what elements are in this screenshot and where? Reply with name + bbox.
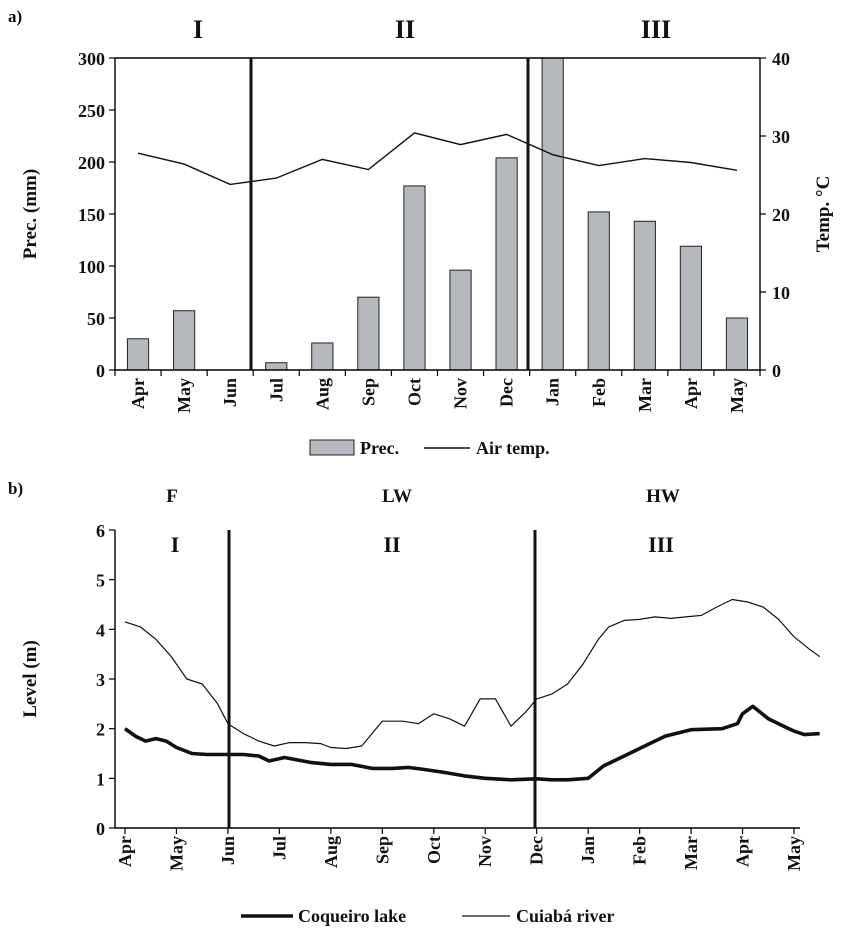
panel-b-y-tick-label: 2: [96, 720, 105, 740]
precipitation-bar-dec: [495, 157, 518, 371]
legend-label-cuiaba-river: Cuiabá river: [516, 906, 615, 926]
panel-a-x-ticks: Apr May Jun Jul Aug Sep Oct Nov Dec Jan Feb Mar Apr M…: [114, 370, 761, 413]
panel-a-y-tick-label: 250: [78, 101, 105, 121]
panel-a-label: a): [8, 7, 22, 26]
panel-b-x-tick-label: Nov: [475, 836, 495, 867]
panel-a-y2-tick-label: 10: [772, 283, 790, 303]
panel-b-x-tick-label: Jul: [269, 836, 289, 860]
panel-a-x-tick-label: Oct: [405, 378, 425, 406]
panel-b-x-tick-label: Apr: [733, 836, 753, 867]
panel-b-water-level-chart: b) F LW HW I II III 0 1 2 3 4 5 6 Apr May Jun Jul…: [8, 479, 821, 926]
precipitation-bar-oct: [403, 185, 426, 371]
panel-a-legend: Prec. Air temp.: [309, 438, 550, 458]
panel-b-phase-top-2-label: LW: [382, 486, 412, 507]
panel-b-y-tick-label: 5: [96, 571, 105, 591]
panel-b-x-tick-label: Dec: [527, 836, 547, 865]
panel-b-x-tick-label: Jan: [578, 836, 598, 864]
precipitation-bar-may: [725, 317, 749, 371]
legend-swatch-prec: [309, 439, 355, 456]
panel-a-phase-2-label: II: [395, 15, 415, 44]
legend-label-coqueiro-lake: Coqueiro lake: [298, 906, 406, 926]
panel-a-y-tick-label: 100: [78, 257, 105, 277]
panel-a-x-tick-label: Mar: [635, 378, 655, 412]
panel-a-y-tick-label: 200: [78, 153, 105, 173]
panel-a-phase-3-label: III: [641, 15, 671, 44]
panel-a-y-tick-label: 150: [78, 205, 105, 225]
precipitation-bar-may: [173, 310, 196, 371]
legend-label-prec: Prec.: [360, 438, 399, 458]
panel-a-x-tick-label: Jul: [266, 378, 286, 402]
panel-a-x-tick-label: Sep: [358, 378, 378, 406]
panel-b-x-ticks: Apr May Jun Jul Aug Sep Oct Nov Dec Jan Feb Mar Apr M…: [115, 828, 804, 871]
precipitation-bar-jan: [541, 57, 564, 371]
panel-b-y-tick-label: 3: [96, 670, 105, 690]
panel-b-x-tick-label: Sep: [372, 836, 392, 864]
panel-a-x-tick-label: Aug: [312, 378, 332, 410]
panel-a-y-ticks: 0 50 100 150 200 250 300: [78, 49, 115, 381]
panel-b-x-tick-label: Oct: [424, 836, 444, 864]
panel-b-label: b): [8, 479, 23, 498]
panel-a-y-axis-label: Prec. (mm): [20, 169, 41, 259]
cuiaba-river-line: [124, 598, 821, 750]
panel-a-precipitation-temperature-chart: a) I II III 0 50 100 150 200 250 300 0 10 20 30 40…: [8, 7, 834, 458]
panel-a-y2-axis-label: Temp. °C: [813, 176, 834, 253]
panel-b-phase-1-label: I: [171, 532, 180, 557]
legend-label-air-temp: Air temp.: [476, 438, 550, 458]
coqueiro-lake-line: [123, 704, 820, 782]
panel-a-y2-tick-label: 20: [772, 205, 790, 225]
precipitation-bars: [126, 57, 749, 371]
panel-a-y2-tick-label: 40: [772, 49, 790, 69]
panel-a-x-tick-label: Dec: [497, 378, 517, 407]
panel-a-y-tick-label: 300: [78, 49, 105, 69]
panel-a-x-tick-label: May: [174, 378, 194, 413]
panel-b-phase-top-3-label: HW: [646, 486, 680, 507]
precipitation-bar-aug: [311, 342, 334, 371]
panel-b-x-tick-label: Mar: [681, 836, 701, 870]
panel-b-y-tick-label: 0: [96, 819, 105, 839]
panel-b-phase-3-label: III: [648, 532, 674, 557]
panel-b-legend: Coqueiro lake Cuiabá river: [241, 906, 615, 926]
precipitation-bar-mar: [633, 220, 656, 371]
panel-a-phase-1-label: I: [193, 15, 203, 44]
precipitation-bar-apr: [679, 245, 702, 371]
panel-a-x-tick-label: Jan: [543, 378, 563, 406]
panel-b-y-ticks: 0 1 2 3 4 5 6: [96, 521, 115, 839]
panel-b-x-tick-label: May: [167, 836, 187, 871]
precipitation-bar-sep: [357, 296, 380, 371]
air-temperature-line: [137, 132, 738, 186]
panel-a-y2-tick-label: 0: [772, 361, 781, 381]
panel-a-y2-tick-label: 30: [772, 127, 790, 147]
panel-b-x-tick-label: Apr: [115, 836, 135, 867]
panel-a-y-tick-label: 0: [96, 361, 105, 381]
precipitation-bar-apr: [126, 338, 150, 371]
panel-b-y-tick-label: 4: [96, 620, 105, 640]
panel-b-y-tick-label: 1: [96, 769, 105, 789]
panel-b-x-tick-label: Aug: [321, 836, 341, 868]
panel-b-phase-2-label: II: [383, 532, 400, 557]
panel-a-x-tick-label: Nov: [451, 378, 471, 409]
panel-a-x-tick-label: May: [727, 378, 747, 413]
panel-b-x-tick-label: Feb: [630, 836, 650, 865]
panel-a-x-tick-label: Feb: [589, 378, 609, 407]
panel-b-y-axis-label: Level (m): [20, 640, 41, 718]
precipitation-bar-jul: [265, 362, 288, 371]
panel-b-x-tick-label: May: [784, 836, 804, 871]
panel-b-y-tick-label: 6: [96, 521, 105, 541]
panel-a-x-tick-label: Jun: [220, 378, 240, 407]
precipitation-bar-nov: [449, 269, 472, 371]
panel-a-y2-ticks: 0 10 20 30 40: [760, 49, 790, 381]
panel-a-x-tick-label: Apr: [681, 378, 701, 409]
panel-a-y-tick-label: 50: [87, 309, 105, 329]
panel-a-x-tick-label: Apr: [128, 378, 148, 409]
panel-b-x-tick-label: Jun: [218, 836, 238, 865]
panel-b-phase-top-1-label: F: [166, 486, 178, 507]
precipitation-bar-feb: [587, 211, 610, 371]
